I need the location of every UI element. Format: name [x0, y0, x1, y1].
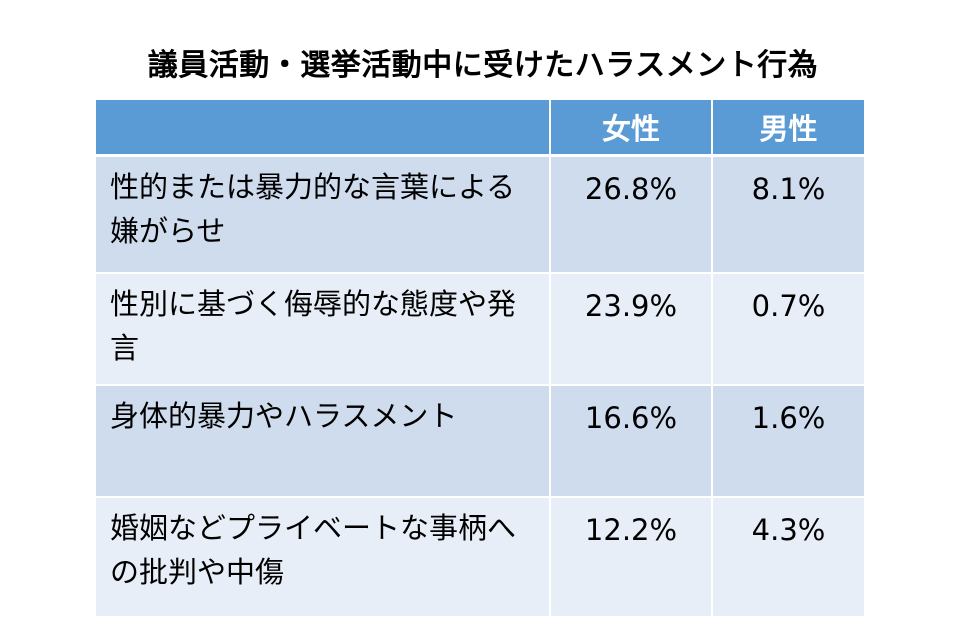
row-label: 身体的暴力やハラスメント [96, 384, 550, 497]
row-label: 性別に基づく侮辱的な態度や発言 [96, 272, 550, 385]
table-row: 性別に基づく侮辱的な態度や発言 23.9% 0.7% [96, 272, 864, 385]
table-header-row: 女性 男性 [96, 100, 864, 157]
row-label: 性的または暴力的な言葉による嫌がらせ [96, 154, 550, 273]
chart-title: 議員活動・選挙活動中に受けたハラスメント行為 [147, 48, 819, 83]
male-value: 0.7% [711, 272, 864, 385]
male-value: 4.3% [711, 496, 864, 616]
female-value: 23.9% [549, 272, 712, 385]
row-label: 婚姻などプライベートな事柄への批判や中傷 [96, 496, 550, 616]
table-row: 身体的暴力やハラスメント 16.6% 1.6% [96, 384, 864, 497]
male-value: 8.1% [711, 154, 864, 273]
harassment-table: 女性 男性 性的または暴力的な言葉による嫌がらせ 26.8% 8.1% 性別に基… [96, 100, 864, 616]
header-female: 女性 [549, 100, 712, 157]
header-male: 男性 [711, 100, 864, 157]
table-row: 性的または暴力的な言葉による嫌がらせ 26.8% 8.1% [96, 154, 864, 273]
male-value: 1.6% [711, 384, 864, 497]
table-row: 婚姻などプライベートな事柄への批判や中傷 12.2% 4.3% [96, 496, 864, 616]
header-blank [96, 100, 550, 157]
female-value: 12.2% [549, 496, 712, 616]
female-value: 16.6% [549, 384, 712, 497]
female-value: 26.8% [549, 154, 712, 273]
